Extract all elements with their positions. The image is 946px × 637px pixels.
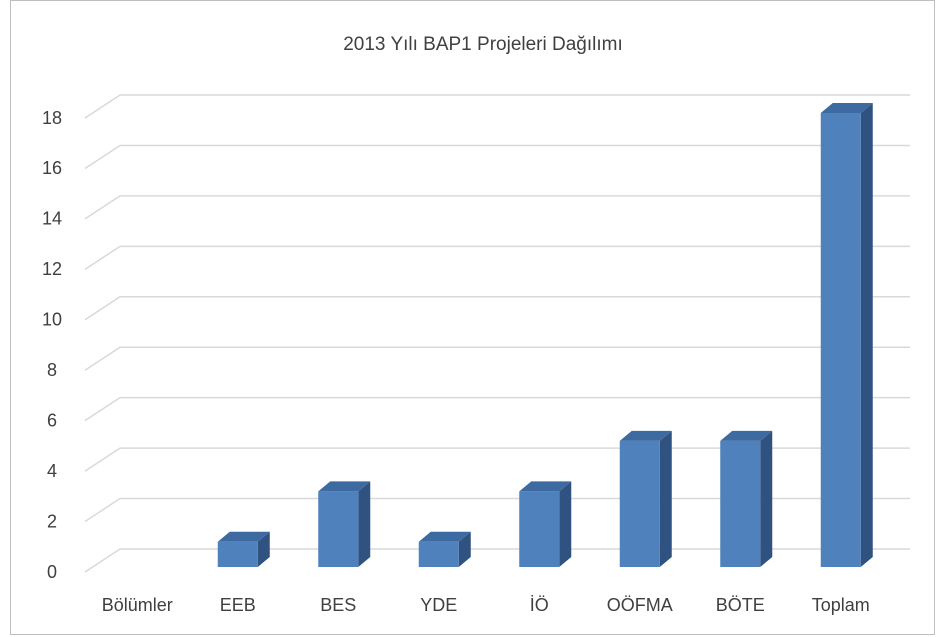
bar-front — [519, 491, 560, 567]
bar-front — [318, 491, 359, 567]
grid-line — [84, 346, 910, 371]
grid-line — [84, 396, 910, 422]
bar-side — [760, 430, 773, 567]
chart-border — [10, 0, 935, 635]
bar — [418, 531, 471, 567]
chart-title: 2013 Yılı BAP1 Projeleri Dağılımı — [343, 34, 623, 55]
grid-line — [84, 245, 910, 270]
x-tick-label: İÖ — [530, 595, 549, 615]
y-tick-label: 10 — [42, 310, 62, 330]
y-tick-label: 0 — [47, 562, 57, 582]
bar-top — [619, 430, 672, 441]
x-tick-label: OÖFMA — [607, 595, 673, 615]
bar-top — [217, 531, 270, 542]
x-tick-label: Toplam — [812, 595, 870, 615]
x-tick-label: EEB — [220, 595, 256, 615]
y-tick-label: 8 — [47, 360, 57, 380]
bar-side — [659, 430, 672, 567]
x-tick-label: BES — [320, 595, 356, 615]
x-tick-label: BÖTE — [716, 595, 765, 615]
bar — [519, 481, 572, 567]
bar-top — [418, 531, 471, 542]
y-tick-label: 2 — [47, 511, 57, 531]
y-tick-label: 4 — [47, 461, 57, 481]
bar-front — [217, 541, 258, 567]
bar — [720, 430, 773, 567]
bar — [318, 481, 371, 567]
bar — [619, 430, 672, 567]
bar-side — [358, 481, 371, 567]
y-tick-label: 12 — [42, 259, 62, 279]
grid-line — [84, 195, 910, 220]
bar-top — [318, 481, 371, 492]
bar-top — [519, 481, 572, 492]
bar-top — [820, 103, 873, 113]
bar — [217, 531, 270, 567]
x-tick-label: YDE — [420, 595, 457, 615]
y-tick-label: 6 — [47, 410, 57, 430]
bar-side — [257, 531, 270, 567]
grid-line — [84, 144, 910, 170]
bar-front — [720, 440, 761, 567]
bar-front — [418, 541, 459, 567]
bar — [820, 103, 873, 567]
bar-side — [458, 531, 471, 567]
bar-front — [619, 440, 660, 567]
bar-front — [820, 113, 861, 567]
bar-side — [860, 103, 873, 567]
bar-side — [559, 481, 572, 567]
bar-top — [720, 430, 773, 441]
x-tick-label: Bölümler — [102, 595, 173, 615]
grid-line — [84, 94, 910, 119]
y-tick-label: 14 — [42, 209, 62, 229]
grid-line — [84, 296, 910, 321]
y-tick-label: 18 — [42, 108, 62, 128]
y-tick-label: 16 — [42, 158, 62, 178]
